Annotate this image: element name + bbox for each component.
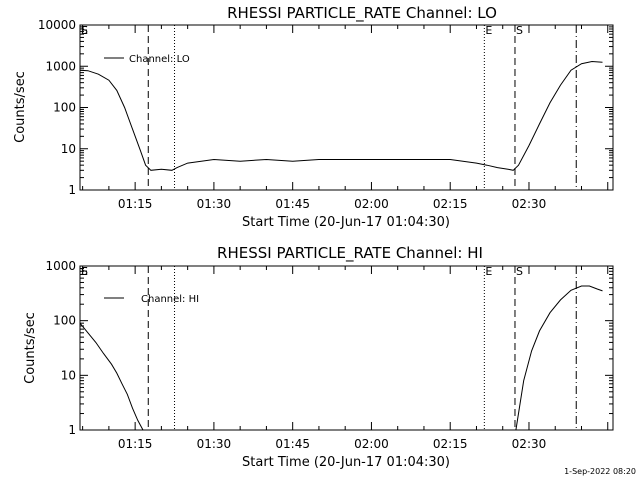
x-axis-label-hi: Start Time (20-Jun-17 01:04:30)	[242, 455, 450, 470]
y-tick-label: 100	[53, 101, 76, 115]
event-markers-lo: ES E S	[81, 24, 577, 190]
chart-title-hi: RHESSI PARTICLE_RATE Channel: HI	[217, 244, 483, 263]
marker-label: S	[516, 24, 523, 37]
y-tick-label: 1	[68, 183, 76, 197]
plot-frame-lo	[79, 24, 614, 191]
x-tick-label: 01:45	[275, 437, 310, 451]
x-tick-label: 02:00	[354, 437, 389, 451]
x-tick-label: 01:15	[118, 437, 153, 451]
series-line	[79, 60, 603, 171]
plot-frame-hi	[79, 265, 614, 431]
x-tick-label: 01:30	[197, 437, 232, 451]
x-tick-label: 02:30	[512, 197, 547, 211]
series-hi	[79, 285, 603, 431]
marker-label: S	[81, 265, 88, 278]
x-tick-label: 02:15	[433, 437, 468, 451]
panel-hi: RHESSI PARTICLE_RATE Channel: HI Counts/…	[23, 244, 614, 470]
y-axis-label-hi: Counts/sec	[23, 312, 38, 384]
marker-label: E	[81, 265, 88, 278]
x-ticks-lo: 01:15 01:30 01:45 02:00 02:15 02:30	[82, 25, 609, 211]
panel-lo: RHESSI PARTICLE_RATE Channel: LO Counts/…	[13, 4, 614, 230]
marker-label: E	[485, 265, 492, 278]
marker-label: S	[516, 265, 523, 278]
series-lo	[79, 60, 603, 171]
marker-label: S	[81, 24, 88, 37]
y-tick-label: 1000	[45, 259, 76, 273]
legend-label-lo: Channel: LO	[129, 54, 190, 65]
event-markers-hi: ES E S	[81, 265, 577, 430]
legend-hi: Channel: HI	[104, 294, 199, 305]
x-ticks-hi: 01:15 01:30 01:45 02:00 02:15 02:30	[82, 266, 609, 451]
series-line	[79, 322, 144, 431]
chart-title-lo: RHESSI PARTICLE_RATE Channel: LO	[227, 4, 497, 23]
y-tick-label: 100	[53, 314, 76, 328]
x-tick-label: 02:15	[433, 197, 468, 211]
y-axis-label-lo: Counts/sec	[13, 71, 28, 143]
timestamp-footer: 1-Sep-2022 08:20	[564, 467, 636, 476]
x-tick-label: 01:30	[197, 197, 232, 211]
series-line	[515, 285, 603, 431]
x-tick-label: 02:00	[354, 197, 389, 211]
x-tick-label: 01:45	[275, 197, 310, 211]
x-axis-label-lo: Start Time (20-Jun-17 01:04:30)	[242, 215, 450, 230]
y-tick-label: 10	[61, 142, 76, 156]
y-tick-label: 1	[68, 423, 76, 437]
y-tick-label: 10000	[38, 18, 76, 32]
marker-label: E	[81, 24, 88, 37]
marker-label: E	[485, 24, 492, 37]
legend-lo: Channel: LO	[104, 54, 190, 65]
y-ticks-lo: 1 10 100 1000 10000	[38, 18, 613, 197]
y-ticks-hi: 1 10 100 1000	[45, 259, 613, 437]
x-tick-label: 02:30	[512, 437, 547, 451]
legend-label-hi: Channel: HI	[141, 294, 199, 305]
y-tick-label: 1000	[45, 59, 76, 73]
y-tick-label: 10	[61, 368, 76, 382]
x-tick-label: 01:15	[118, 197, 153, 211]
